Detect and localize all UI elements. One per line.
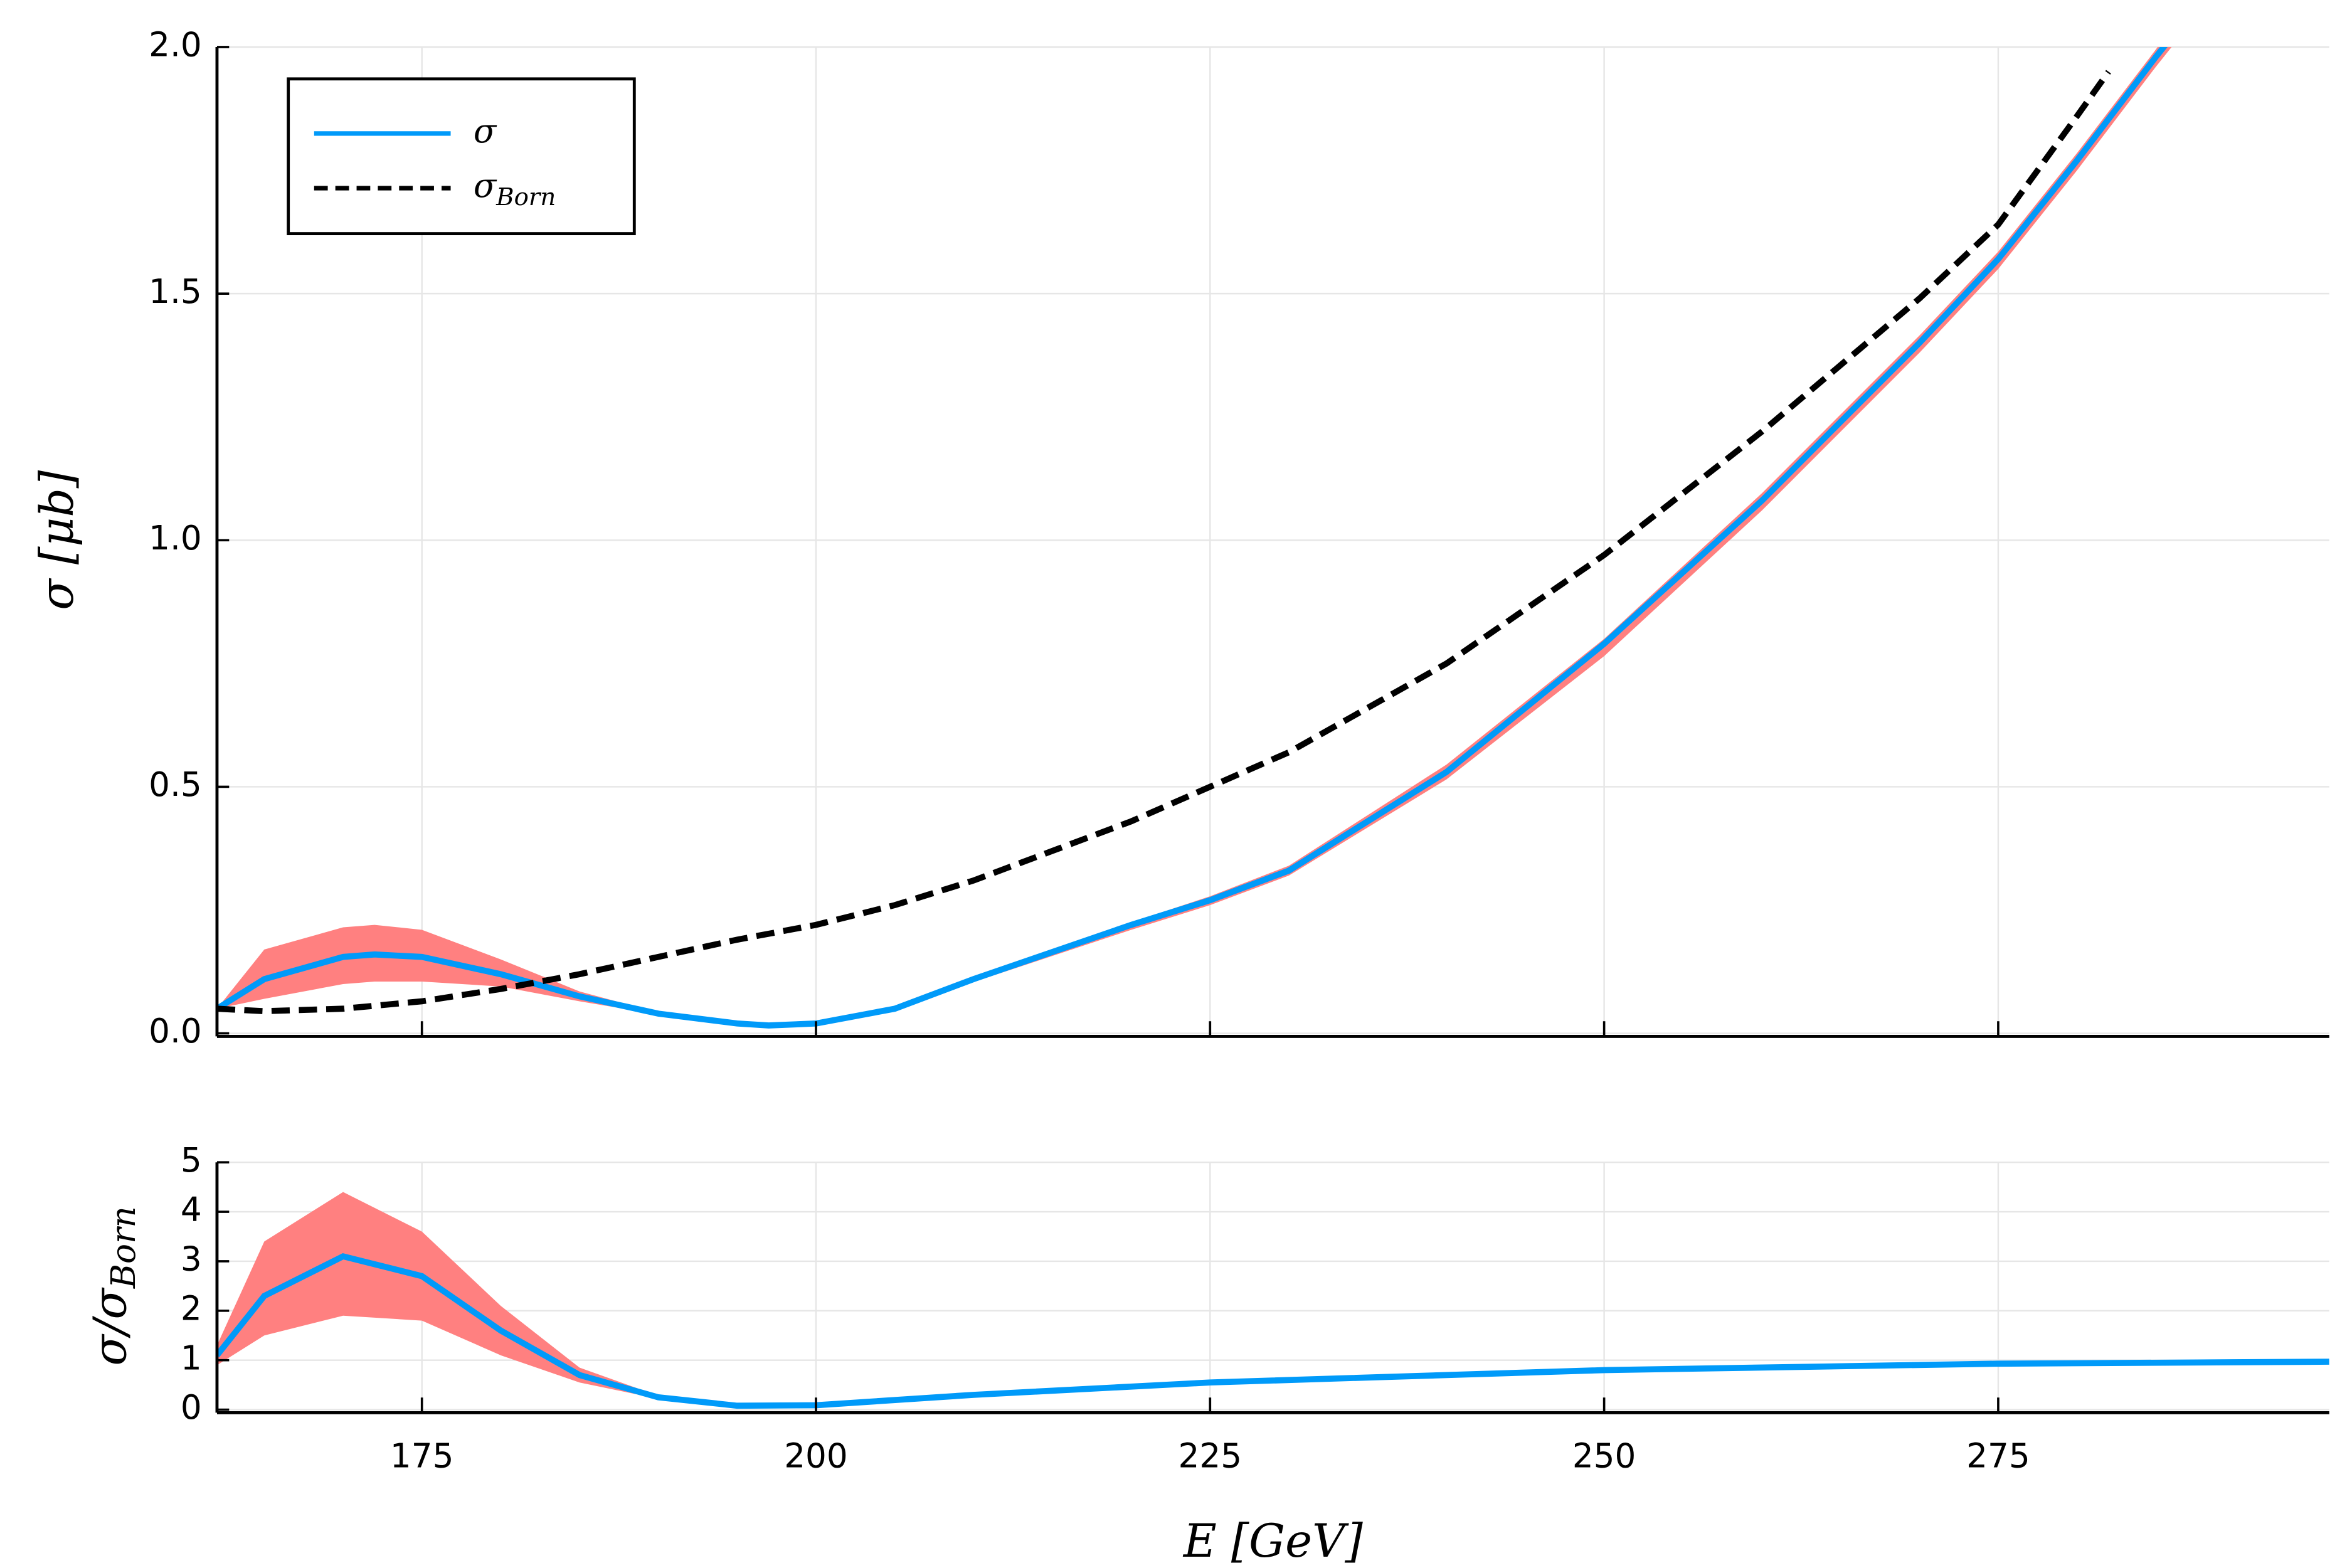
plot-area (216, 1192, 2329, 1409)
y-tick-label: 2 (181, 1289, 202, 1328)
legend-label: σ (474, 112, 497, 151)
x-tick-label: 200 (784, 1437, 848, 1476)
x-tick-label: 175 (390, 1437, 454, 1476)
x-tick-label: 250 (1572, 1437, 1636, 1476)
y-tick-label: 1.0 (149, 519, 202, 558)
y-tick-label: 5 (181, 1141, 202, 1180)
y-tick-label: 1 (181, 1338, 202, 1377)
series-line (216, 47, 2168, 1029)
y-tick-label: 4 (181, 1190, 202, 1229)
y-tick-label: 0 (181, 1388, 202, 1427)
y-tick-label: 0.0 (149, 1012, 202, 1051)
x-tick-label: 225 (1179, 1437, 1242, 1476)
y-tick-label: 2.0 (149, 26, 202, 65)
legend-label: σBorn (474, 166, 556, 211)
y-axis-label-main: σ/σ (84, 1287, 137, 1366)
y-tick-label: 0.5 (149, 765, 202, 804)
error-band (216, 1192, 2329, 1407)
x-axis-label: E [GeV] (1182, 1515, 1364, 1568)
x-tick-label: 275 (1966, 1437, 2030, 1476)
legend-label-sub: Born (495, 183, 556, 211)
y-tick-label: 1.5 (149, 272, 202, 311)
y-tick-label: 3 (181, 1240, 202, 1279)
series-line (216, 1253, 2329, 1409)
legend-label-main: σ (474, 166, 497, 205)
legend-box (287, 77, 636, 236)
series-line (216, 70, 2111, 1015)
y-axis-label: σ/σBorn (84, 1206, 142, 1365)
y-axis-label-main: σ [μb] (31, 470, 84, 610)
y-axis-label: σ [μb] (31, 470, 84, 610)
y-axis-label-sub: Born (104, 1206, 143, 1289)
legend-label-main: σ (474, 112, 497, 151)
plot-area (216, 47, 2172, 1029)
